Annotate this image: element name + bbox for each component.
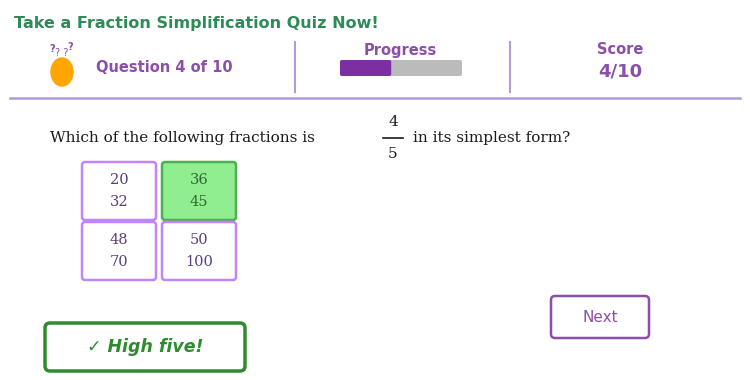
Text: in its simplest form?: in its simplest form? (413, 131, 570, 145)
Text: 5: 5 (388, 147, 398, 161)
Text: Which of the following fractions is: Which of the following fractions is (50, 131, 315, 145)
Text: 36: 36 (190, 173, 209, 187)
Text: 4: 4 (388, 115, 398, 129)
Text: 20: 20 (110, 173, 128, 187)
Text: 70: 70 (110, 255, 128, 269)
FancyBboxPatch shape (340, 60, 462, 76)
FancyBboxPatch shape (551, 296, 649, 338)
Text: ? ?: ? ? (56, 48, 69, 58)
Text: 48: 48 (110, 233, 128, 247)
Text: Next: Next (582, 309, 618, 325)
FancyBboxPatch shape (45, 323, 245, 371)
Text: Question 4 of 10: Question 4 of 10 (96, 60, 232, 76)
Text: ✓ High five!: ✓ High five! (87, 338, 203, 356)
Text: Take a Fraction Simplification Quiz Now!: Take a Fraction Simplification Quiz Now! (14, 16, 379, 31)
Text: ?: ? (50, 44, 55, 54)
Text: Score: Score (597, 43, 644, 57)
FancyBboxPatch shape (162, 162, 236, 220)
FancyBboxPatch shape (340, 60, 392, 76)
Text: 100: 100 (185, 255, 213, 269)
Text: 32: 32 (110, 195, 128, 209)
Text: 50: 50 (190, 233, 209, 247)
Ellipse shape (51, 58, 73, 86)
Text: 4/10: 4/10 (598, 63, 642, 81)
Text: 45: 45 (190, 195, 209, 209)
Text: Progress: Progress (363, 43, 436, 57)
FancyBboxPatch shape (82, 162, 156, 220)
FancyBboxPatch shape (82, 222, 156, 280)
Text: ?: ? (68, 42, 73, 52)
FancyBboxPatch shape (162, 222, 236, 280)
